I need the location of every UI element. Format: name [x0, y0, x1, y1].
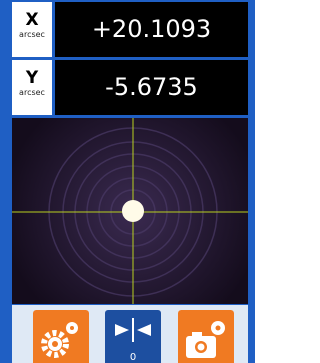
value: +20.1093 [55, 2, 248, 57]
star [122, 200, 144, 222]
settings-button[interactable] [33, 310, 89, 363]
camera-settings-button[interactable] [178, 310, 234, 363]
label-box: Y arcsec [12, 60, 52, 115]
unit: arcsec [12, 30, 52, 39]
toolbar: 0 [12, 305, 248, 363]
axis-name: X [12, 10, 52, 30]
x-readout: X arcsec +20.1093 [12, 2, 248, 57]
zero-label: 0 [105, 352, 161, 363]
y-readout: Y arcsec -5.6735 [12, 60, 248, 115]
zero-button[interactable]: 0 [105, 310, 161, 363]
value: -5.6735 [55, 60, 248, 115]
unit: arcsec [12, 88, 52, 97]
label-box: X arcsec [12, 2, 52, 57]
camera-view [12, 118, 248, 304]
axis-name: Y [12, 68, 52, 88]
zero-icon [105, 310, 161, 350]
app: X arcsec +20.1093 Y arcsec -5.6735 [0, 0, 255, 363]
